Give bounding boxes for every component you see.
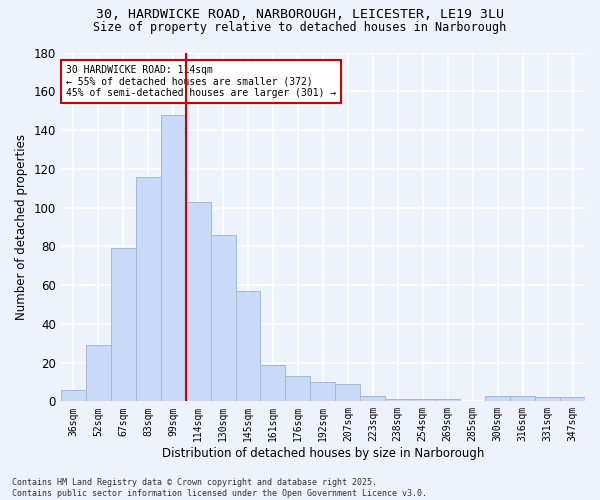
Y-axis label: Number of detached properties: Number of detached properties (15, 134, 28, 320)
Bar (410, 400, 435, 402)
Text: Size of property relative to detached houses in Narborough: Size of property relative to detached ho… (94, 21, 506, 34)
Text: Contains HM Land Registry data © Crown copyright and database right 2025.
Contai: Contains HM Land Registry data © Crown c… (12, 478, 427, 498)
Bar (485, 396, 510, 402)
Text: 30, HARDWICKE ROAD, NARBOROUGH, LEICESTER, LE19 3LU: 30, HARDWICKE ROAD, NARBOROUGH, LEICESTE… (96, 8, 504, 20)
Bar (310, 382, 335, 402)
Text: 30 HARDWICKE ROAD: 114sqm
← 55% of detached houses are smaller (372)
45% of semi: 30 HARDWICKE ROAD: 114sqm ← 55% of detac… (66, 64, 336, 98)
Bar (361, 396, 385, 402)
Bar (161, 114, 185, 402)
Bar (86, 345, 111, 402)
Bar (211, 234, 236, 402)
Bar (435, 400, 460, 402)
Bar (535, 398, 560, 402)
Bar (260, 364, 286, 402)
Bar (111, 248, 136, 402)
Bar (385, 400, 410, 402)
Bar (335, 384, 361, 402)
Bar (185, 202, 211, 402)
X-axis label: Distribution of detached houses by size in Narborough: Distribution of detached houses by size … (162, 447, 484, 460)
Bar (560, 398, 585, 402)
Bar (286, 376, 310, 402)
Bar (61, 390, 86, 402)
Bar (510, 396, 535, 402)
Bar (136, 176, 161, 402)
Bar (236, 291, 260, 402)
